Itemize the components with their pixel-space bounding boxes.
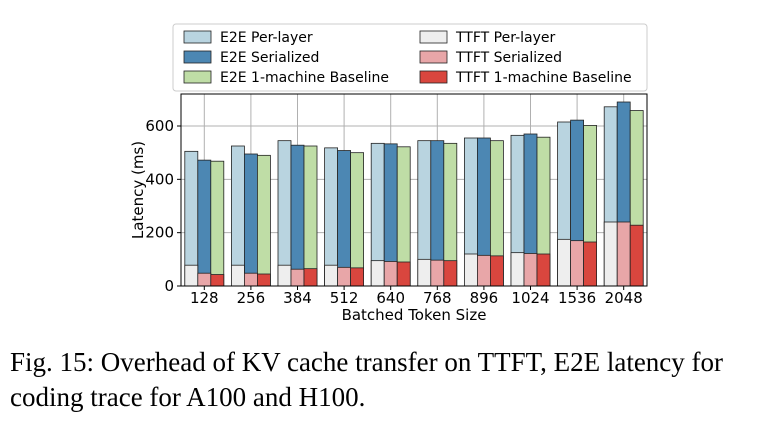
bar-e2e-1-512	[337, 150, 352, 287]
bar-ttft-0-512	[324, 264, 339, 287]
x-axis: 128 256 384 512 640 768 896 1024 1536 2048	[190, 286, 643, 307]
bar-ttft-2-2048	[629, 224, 644, 287]
x-tick-label: 1024	[511, 289, 549, 307]
bar-marks	[184, 101, 644, 287]
bar-ttft-2-512	[350, 267, 365, 287]
bar-ttft-0-640	[370, 260, 385, 287]
legend-swatch	[419, 30, 448, 44]
legend-label: E2E Serialized	[220, 50, 319, 66]
bar-ttft-1-128	[197, 272, 212, 287]
bar-e2e-2-256	[256, 154, 271, 287]
figure-caption: Fig. 15: Overhead of KV cache transfer o…	[10, 347, 724, 412]
bar-ttft-2-384	[303, 268, 318, 287]
bar-ttft-0-384	[277, 264, 292, 287]
legend-swatch	[183, 30, 212, 44]
legend-swatch	[183, 50, 212, 64]
y-axis: 0 200 400 600	[145, 117, 181, 295]
x-tick-label: 512	[330, 289, 359, 307]
legend-label: E2E 1-machine Baseline	[220, 70, 389, 86]
bar-ttft-0-2048	[603, 221, 618, 287]
y-axis-label: Latency (ms)	[129, 141, 147, 239]
bar-ttft-1-640	[383, 261, 398, 287]
bar-ttft-1-896	[476, 254, 491, 287]
bar-e2e-2-512	[350, 152, 365, 287]
legend-label: E2E Per-layer	[220, 30, 313, 46]
x-tick-label: 128	[190, 289, 219, 307]
bar-ttft-2-1536	[583, 241, 597, 287]
y-tick-label: 600	[145, 117, 174, 135]
x-tick-label: 640	[376, 289, 405, 307]
bar-ttft-0-768	[417, 258, 432, 287]
bar-ttft-2-256	[256, 273, 271, 287]
bar-ttft-2-640	[396, 261, 411, 287]
bar-e2e-0-384	[277, 140, 292, 287]
bar-e2e-1-256	[243, 153, 258, 287]
legend-swatch	[419, 70, 448, 84]
bar-ttft-1-1536	[570, 240, 584, 287]
plot-frame	[180, 93, 648, 287]
x-tick-label: 2048	[605, 289, 643, 307]
legend-frame	[172, 23, 648, 92]
bar-ttft-0-1024	[510, 252, 525, 287]
x-tick-label: 768	[423, 289, 452, 307]
y-tick-label: 0	[164, 277, 174, 295]
legend-label: TTFT Per-layer	[455, 30, 556, 46]
x-axis-label: Batched Token Size	[342, 306, 487, 324]
bar-e2e-1-384	[290, 144, 305, 287]
bar-ttft-2-128	[210, 274, 225, 287]
bar-e2e-2-128	[210, 160, 225, 287]
latency-bar-chart: 0 200 400 600 128 256 384 512 640 768 896 1024 1536…	[129, 23, 648, 324]
x-tick-label: 256	[237, 289, 266, 307]
legend-swatch	[183, 70, 212, 84]
bar-ttft-1-256	[243, 272, 258, 287]
bar-ttft-0-128	[184, 264, 199, 287]
x-tick-label: 1536	[558, 289, 596, 307]
x-tick-label: 896	[470, 289, 499, 307]
bar-e2e-2-384	[303, 145, 318, 287]
bar-ttft-2-768	[443, 260, 458, 287]
bar-ttft-0-896	[463, 253, 478, 287]
bar-ttft-1-512	[337, 266, 352, 287]
y-tick-label: 400	[145, 170, 174, 188]
legend-label: TTFT 1-machine Baseline	[455, 70, 632, 86]
bar-ttft-1-768	[430, 259, 445, 287]
bar-ttft-2-896	[489, 255, 504, 287]
legend-swatch	[419, 50, 448, 64]
bar-ttft-1-384	[290, 268, 305, 287]
y-tick-label: 200	[145, 224, 174, 242]
bar-ttft-1-1024	[523, 253, 538, 287]
legend-label: TTFT Serialized	[455, 50, 562, 66]
bar-ttft-0-256	[230, 264, 245, 287]
x-tick-label: 384	[283, 289, 312, 307]
bar-ttft-0-1536	[557, 238, 571, 287]
bar-ttft-1-2048	[616, 221, 631, 287]
legend: E2E Per-layer E2E Serialized E2E 1-machine…	[172, 23, 648, 92]
bar-e2e-1-128	[197, 159, 212, 287]
bar-ttft-2-1024	[536, 253, 551, 287]
